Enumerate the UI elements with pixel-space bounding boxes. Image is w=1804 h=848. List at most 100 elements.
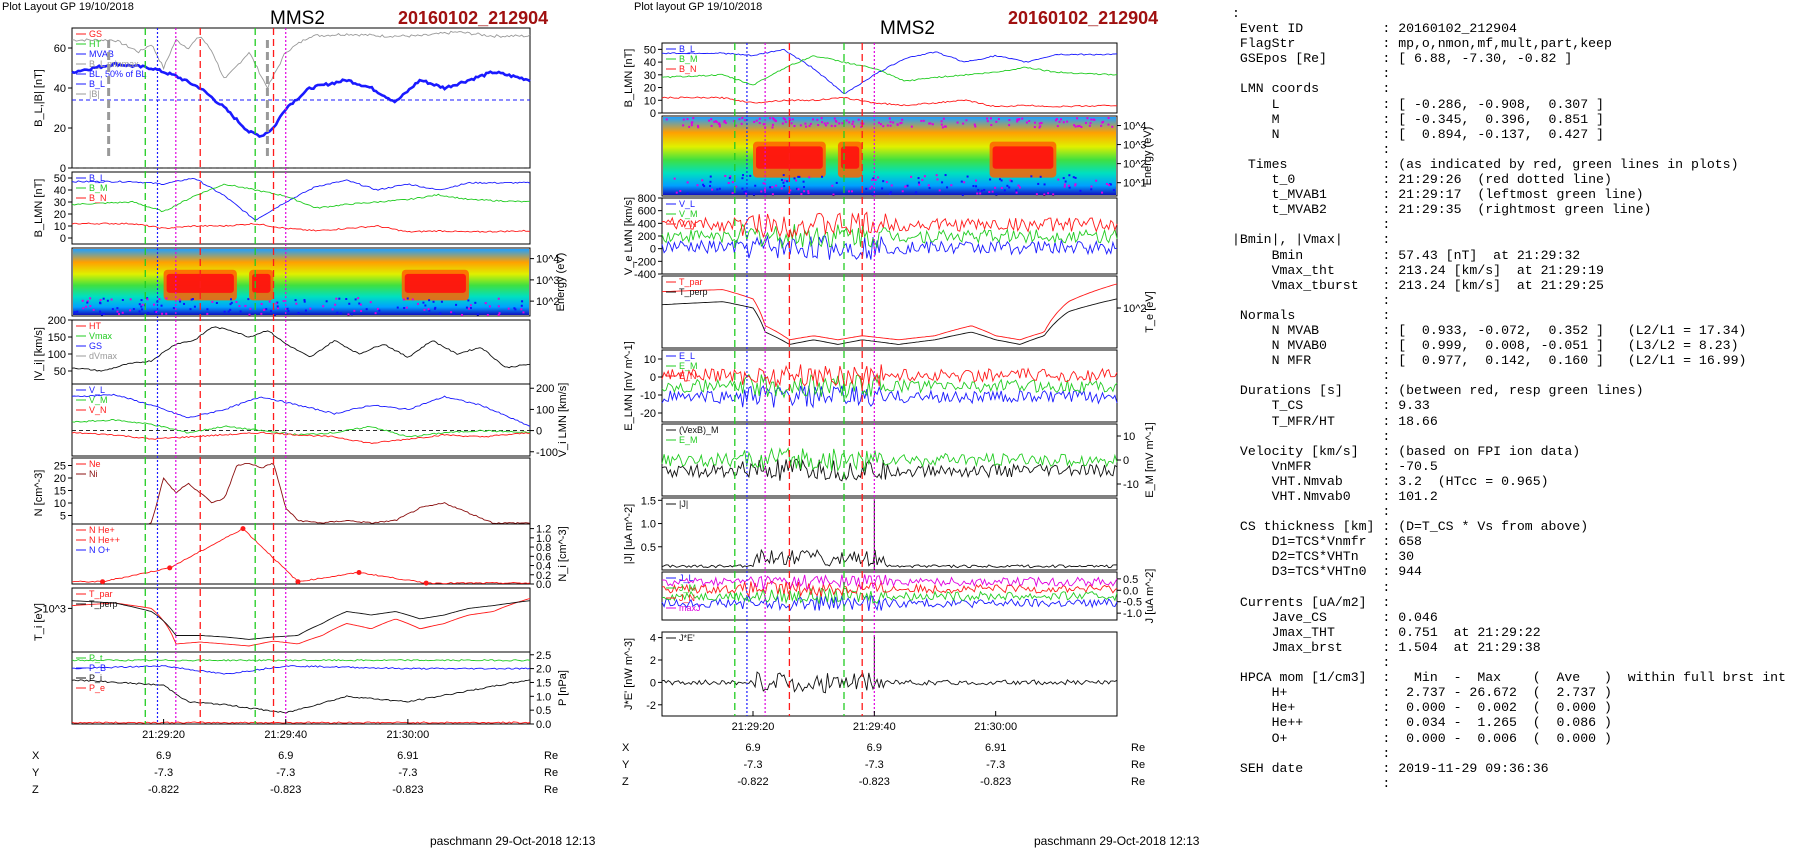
info-line: Event ID : 20160102_212904: [1232, 21, 1517, 37]
panel-mid-9: 4 2 0 -2 J*E' [nW m^-3] J*E': [623, 631, 1118, 717]
info-line: :: [1232, 775, 1391, 791]
info-line: CS thickness [km] : (D=T_CS * Vs from ab…: [1232, 519, 1589, 535]
series-line-bn: [661, 96, 1118, 108]
ytick-label: 10: [1123, 431, 1135, 443]
time-tick-label: 21:29:40: [853, 721, 896, 733]
info-line: O+ : 0.000 - 0.006 ( 0.000 ): [1232, 730, 1612, 746]
legend-label: J_N: [679, 593, 695, 603]
info-line: Vmax_tht : 213.24 [km/s] at 21:29:19: [1232, 262, 1604, 278]
time-tick-label: 21:30:00: [974, 721, 1017, 733]
legend-label: V_N: [679, 219, 697, 229]
info-line: Currents [uA/m2] :: [1232, 594, 1391, 610]
info-line: D2=TCS*VHTn : 30: [1232, 549, 1415, 565]
legend-label: BL, 50% of BL: [89, 69, 147, 79]
info-line: VHT.Nmvab0 : 101.2: [1232, 489, 1438, 504]
ytick-label: 10^4: [536, 254, 560, 266]
legend-label: GS: [89, 341, 102, 351]
legend-label: V_N: [89, 405, 107, 415]
panel-mid-6: 10 0 -10 E_M [mV m^-1] (VexB)_ME_M: [661, 422, 1156, 498]
series-line-tpar: [661, 283, 1118, 341]
info-line: Velocity [km/s] : (based on FPI ion data…: [1232, 443, 1581, 459]
position-value: 6.91: [397, 750, 418, 762]
info-line: Jmax_THT : 0.751 at 21:29:22: [1232, 624, 1541, 640]
ytick-label: 40: [54, 83, 66, 95]
info-line: N MFR : [ 0.977, 0.142, 0.160 ] (L2/L1 =…: [1232, 353, 1747, 369]
data-point: [356, 569, 362, 575]
series-line-em: [661, 374, 1118, 399]
series-line-jm: [661, 587, 1118, 605]
panel-frame: [661, 42, 1118, 114]
ytick-label: 0: [650, 244, 656, 256]
legend-label: B_M: [679, 54, 698, 64]
y-axis-label: N_i [cm^-3]: [557, 526, 569, 581]
ytick-label: 10^2: [1123, 303, 1147, 315]
time-tick-label: 21:30:00: [386, 729, 429, 741]
legend-label: B_L: [89, 79, 105, 89]
ytick-label: -2: [646, 700, 656, 712]
series-line-vn: [71, 431, 531, 444]
panel-frame: [71, 27, 531, 169]
event-info-text: : Event ID : 20160102_212904 FlagStr : m…: [1232, 6, 1786, 791]
series-line-tperp: [71, 600, 531, 640]
legend-label: P_t: [89, 653, 103, 663]
legend-label: |J|: [679, 499, 688, 509]
series-line-jn: [661, 580, 1118, 598]
ytick-label: -10: [1123, 479, 1139, 491]
ytick-label: 0.6: [536, 551, 551, 563]
legend-label: B_N: [89, 193, 107, 203]
ytick-label: 4: [650, 633, 656, 645]
info-line: T_MFR/HT : 18.66: [1232, 413, 1438, 429]
data-point: [423, 580, 429, 586]
y-axis-label: B_L,|B| [nT]: [33, 69, 45, 127]
ytick-label: 1.2: [536, 524, 551, 536]
position-row-label: X: [32, 750, 40, 762]
info-line: t_MVAB2 : 21:29:35 (rightmost green line…: [1232, 202, 1652, 218]
y-axis-label: T_i [eV]: [33, 603, 45, 641]
series-line-pi: [71, 679, 531, 714]
legend-label: T_perp: [679, 287, 708, 297]
position-value: -7.3: [154, 767, 173, 779]
legend-label: Ni: [89, 469, 98, 479]
series-line-tperp: [661, 298, 1118, 345]
y-axis-label: J*E' [nW m^-3]: [623, 638, 635, 710]
position-row-label: Y: [32, 767, 40, 779]
info-line: |Bmin|, |Vmax| :: [1232, 232, 1391, 248]
series-line-je: [661, 671, 1118, 694]
series-line-vn: [661, 211, 1118, 239]
legend-label: V_M: [89, 395, 108, 405]
info-line: N MVAB : [ 0.933, -0.072, 0.352 ] (L2/L1…: [1232, 322, 1747, 338]
series-line-bn: [71, 222, 531, 233]
info-line: N : [ 0.894, -0.137, 0.427 ]: [1232, 126, 1604, 142]
panel-left-7: 0.00.20.40.60.81.01.2 N_i [cm^-3] N He+N H…: [71, 523, 569, 591]
position-value: 6.9: [156, 750, 171, 762]
info-line: VnMFR : -70.5: [1232, 458, 1438, 474]
info-line: Bmin : 57.43 [nT] at 21:29:32: [1232, 247, 1581, 263]
legend-label: Vmax: [89, 331, 113, 341]
series-line-maxj: [661, 574, 1118, 591]
ytick-label: 40: [54, 185, 66, 197]
position-unit: Re: [1131, 759, 1145, 771]
info-line: Jmax_brst : 1.504 at 21:29:38: [1232, 639, 1541, 655]
info-line: :: [1232, 66, 1391, 82]
panel-frame: [661, 423, 1118, 497]
ytick-label: -10: [640, 390, 656, 402]
legend-label: dVmax: [89, 351, 118, 361]
ytick-label: 0: [536, 426, 542, 438]
info-line: N MVAB0 : [ 0.999, 0.008, -0.051 ] (L3/L…: [1232, 338, 1739, 354]
ytick-label: 0.2: [536, 570, 551, 582]
ytick-label: 2: [650, 655, 656, 667]
series-line-bl: [71, 177, 531, 221]
ytick-label: 0.0: [536, 579, 551, 591]
panel-frame: [71, 171, 531, 245]
ytick-label: 0.5: [1123, 574, 1138, 586]
left-title: MMS2: [270, 8, 325, 29]
ytick-label: 0: [1123, 455, 1129, 467]
panel-frame: [71, 651, 531, 725]
y-axis-label: J [uA m^-2]: [1144, 569, 1156, 624]
series-line-b: [71, 30, 531, 90]
